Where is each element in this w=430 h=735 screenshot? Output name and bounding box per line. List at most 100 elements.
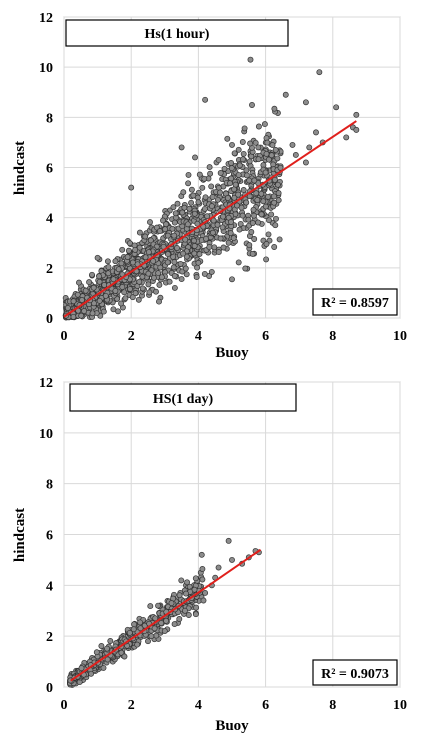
scatter-point xyxy=(70,298,77,305)
scatter-point xyxy=(292,152,299,158)
scatter-point xyxy=(277,164,284,171)
scatter-point xyxy=(176,616,183,622)
scatter-point xyxy=(220,213,226,220)
scatter-point xyxy=(81,308,88,314)
scatter-point xyxy=(88,670,95,677)
scatter-point xyxy=(271,199,278,206)
x-axis-label: Buoy xyxy=(215,718,249,734)
y-tick-labels: 0 2 4 6 8 10 12 xyxy=(39,376,53,696)
scatter-point xyxy=(302,159,309,166)
scatter-point xyxy=(96,273,103,280)
scatter-point xyxy=(260,198,267,205)
scatter-point xyxy=(231,194,238,201)
scatter-point xyxy=(93,649,100,656)
scatter-point xyxy=(147,237,154,244)
scatter-point xyxy=(353,111,360,118)
x-axis-label: Buoy xyxy=(215,345,249,361)
scatter-point xyxy=(215,157,222,163)
scatter-point xyxy=(174,200,181,207)
scatter-point xyxy=(202,590,209,596)
scatter-point xyxy=(229,556,235,563)
scatter-point xyxy=(142,254,149,261)
scatter-point xyxy=(136,278,143,285)
scatter-point xyxy=(234,202,240,209)
scatter-point xyxy=(240,150,247,157)
y-tick-label: 8 xyxy=(46,111,53,126)
scatter-point xyxy=(121,289,128,296)
scatter-point xyxy=(155,602,162,609)
r-squared-label: R² = 0.9073 xyxy=(321,667,389,682)
scatter-point xyxy=(253,190,260,197)
y-axis-label: hindcast xyxy=(12,508,28,562)
scatter-point xyxy=(276,236,283,243)
scatter-point xyxy=(118,649,125,656)
scatter-point xyxy=(195,199,202,206)
scatter-point xyxy=(82,287,89,294)
scatter-point xyxy=(210,217,217,224)
scatter-point xyxy=(182,265,189,272)
scatter-point xyxy=(90,284,97,291)
scatter-point xyxy=(235,146,242,153)
scatter-point xyxy=(206,164,213,171)
scatter-point xyxy=(254,197,261,203)
y-tick-label: 0 xyxy=(46,681,53,696)
scatter-point xyxy=(247,56,254,63)
scatter-point xyxy=(204,213,211,220)
scatter-point xyxy=(272,146,279,153)
scatter-point xyxy=(171,259,178,266)
scatter-point xyxy=(215,564,222,571)
scatter-point xyxy=(70,313,77,320)
scatter-point xyxy=(94,254,101,261)
scatter-point xyxy=(208,203,215,210)
scatter-point xyxy=(104,258,111,265)
y-tick-label: 8 xyxy=(46,478,53,493)
scatter-point xyxy=(241,125,248,132)
scatter-point xyxy=(264,139,271,146)
scatter-point xyxy=(112,258,119,265)
x-tick-label: 0 xyxy=(61,698,68,713)
chart-title: Hs(1 hour) xyxy=(145,27,210,42)
scatter-point xyxy=(203,235,209,242)
scatter-point xyxy=(313,129,319,136)
scatter-point xyxy=(239,212,246,219)
scatter-point xyxy=(258,211,265,218)
scatter-point xyxy=(181,204,188,211)
scatter-point xyxy=(126,629,133,636)
scatter-point xyxy=(165,251,171,258)
scatter-point xyxy=(224,195,231,201)
scatter-point xyxy=(255,219,262,226)
scatter-point xyxy=(255,156,262,163)
scatter-point xyxy=(142,233,149,240)
scatter-point xyxy=(172,210,179,217)
scatter-point xyxy=(251,177,258,184)
scatter-point xyxy=(184,579,191,586)
scatter-point xyxy=(237,220,244,227)
scatter-point xyxy=(188,199,195,206)
scatter-point xyxy=(183,271,190,278)
scatter-point xyxy=(191,250,198,257)
scatter-point xyxy=(136,229,143,236)
scatter-point xyxy=(224,135,231,142)
scatter-point xyxy=(148,633,155,640)
scatter-point xyxy=(78,312,85,319)
scatter-point xyxy=(193,604,200,611)
scatter-point xyxy=(153,632,160,639)
scatter-point xyxy=(228,175,235,182)
x-tick-labels: 0 2 4 6 8 10 xyxy=(61,698,408,713)
chart-1hour: 0 2 4 6 8 10 12 0 2 4 6 8 10 Hs(1 hour) R² = 0.8597… xyxy=(12,11,407,361)
y-tick-label: 10 xyxy=(39,427,53,442)
point-cloud xyxy=(62,102,284,321)
title-box xyxy=(65,19,289,47)
x-tick-labels: 0 2 4 6 8 10 xyxy=(61,329,408,344)
scatter-point xyxy=(147,603,154,610)
scatter-point xyxy=(228,160,235,166)
scatter-point xyxy=(128,184,135,191)
scatter-point xyxy=(214,221,221,228)
scatter-point xyxy=(174,245,180,251)
scatter-point xyxy=(236,226,243,233)
scatter-point xyxy=(129,294,136,301)
scatter-point xyxy=(271,244,278,250)
scatter-point xyxy=(240,187,247,193)
scatter-point xyxy=(86,279,93,286)
scatter-point xyxy=(229,141,235,148)
